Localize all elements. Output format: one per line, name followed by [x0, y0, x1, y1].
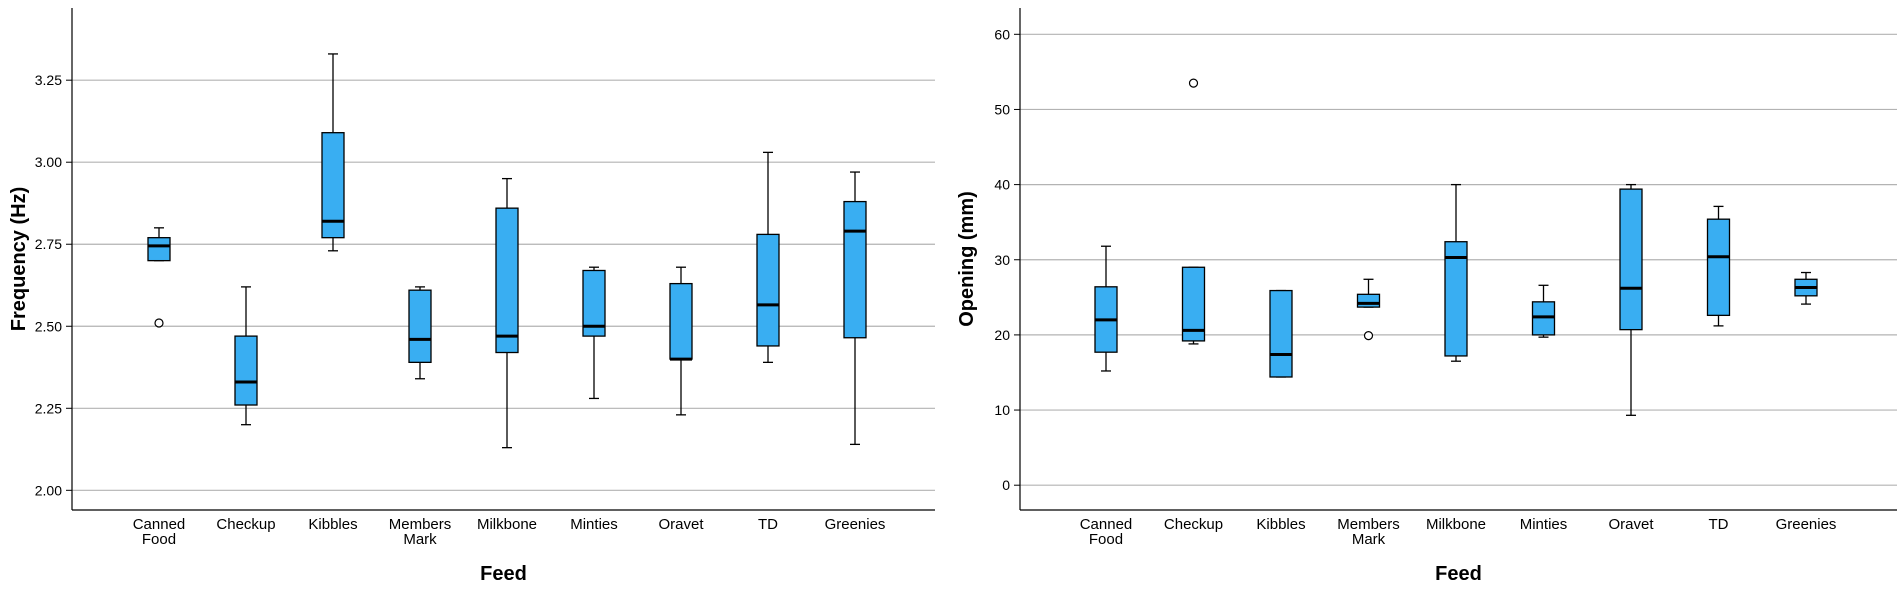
x-category-label: Members [389, 516, 452, 533]
x-axis-title: Feed [480, 563, 527, 585]
y-tick-label: 40 [994, 177, 1010, 193]
box-kibbles: Kibbles [308, 53, 358, 533]
box-iqr [408, 289, 432, 364]
x-category-label: Greenies [825, 516, 886, 533]
box-td: TD [756, 151, 780, 533]
outlier-point [1363, 331, 1374, 341]
box-td: TD [1706, 205, 1731, 533]
box-iqr [1619, 188, 1643, 331]
x-category-label: Milkbone [1426, 516, 1486, 533]
x-category-label: Members [1337, 516, 1400, 533]
box-oravet: Oravet [658, 266, 704, 533]
y-tick-label: 3.00 [35, 154, 62, 170]
x-category-label: Milkbone [477, 516, 537, 533]
x-category-label: Food [142, 531, 176, 548]
box-iqr [843, 200, 867, 339]
y-axis-title: Opening (mm) [956, 191, 978, 327]
box-iqr [1706, 218, 1731, 317]
y-tick-label: 0 [1002, 477, 1010, 493]
box-milkbone: Milkbone [477, 177, 537, 533]
box-minties: Minties [570, 266, 618, 533]
y-tick-label: 50 [994, 101, 1010, 117]
y-tick-label: 2.75 [35, 236, 62, 252]
box-oravet: Oravet [1608, 183, 1654, 533]
y-tick-label: 2.50 [35, 318, 62, 334]
box-iqr [582, 269, 606, 337]
y-tick-label: 2.25 [35, 400, 62, 416]
y-tick-label: 3.25 [35, 72, 62, 88]
x-category-label: Mark [403, 531, 437, 548]
x-category-label: Kibbles [308, 516, 357, 533]
box-iqr [234, 335, 258, 406]
x-category-label: Greenies [1776, 516, 1837, 533]
x-category-label: Canned [133, 516, 186, 533]
x-category-label: Minties [1520, 516, 1568, 533]
box-iqr [1181, 266, 1206, 342]
box-iqr [321, 132, 345, 239]
box-iqr [147, 237, 171, 262]
box-minties: Minties [1520, 284, 1568, 533]
x-category-label: Food [1089, 531, 1123, 548]
x-category-label: Kibbles [1256, 516, 1305, 533]
y-tick-label: 2.00 [35, 482, 62, 498]
box-milkbone: Milkbone [1426, 183, 1486, 533]
box-iqr [1269, 289, 1293, 378]
box-checkup: Checkup [216, 286, 276, 533]
outlier-point [1188, 78, 1199, 88]
y-tick-label: 30 [994, 252, 1010, 268]
x-category-label: Checkup [216, 516, 275, 533]
box-iqr [669, 282, 693, 360]
x-axis-title: Feed [1435, 563, 1482, 585]
box-greenies: Greenies [825, 171, 886, 533]
x-category-label: TD [758, 516, 778, 533]
y-axis-title: Frequency (Hz) [8, 187, 30, 331]
x-category-label: Checkup [1164, 516, 1223, 533]
y-tick-label: 20 [994, 327, 1010, 343]
x-category-label: Mark [1352, 531, 1386, 548]
x-category-label: Canned [1080, 516, 1133, 533]
box-iqr [495, 207, 519, 354]
box-kibbles: Kibbles [1256, 289, 1306, 533]
y-tick-label: 10 [994, 402, 1010, 418]
box-iqr [756, 233, 780, 347]
x-category-label: Oravet [658, 516, 704, 533]
box-greenies: Greenies [1776, 271, 1837, 533]
box-checkup: Checkup [1164, 78, 1223, 533]
box-iqr [1356, 293, 1381, 308]
outlier-point [154, 318, 164, 328]
box-iqr [1444, 241, 1468, 357]
x-category-label: Minties [570, 516, 618, 533]
box-iqr [1531, 301, 1556, 336]
y-tick-label: 60 [994, 26, 1010, 42]
x-category-label: TD [1709, 516, 1729, 533]
x-category-label: Oravet [1608, 516, 1654, 533]
